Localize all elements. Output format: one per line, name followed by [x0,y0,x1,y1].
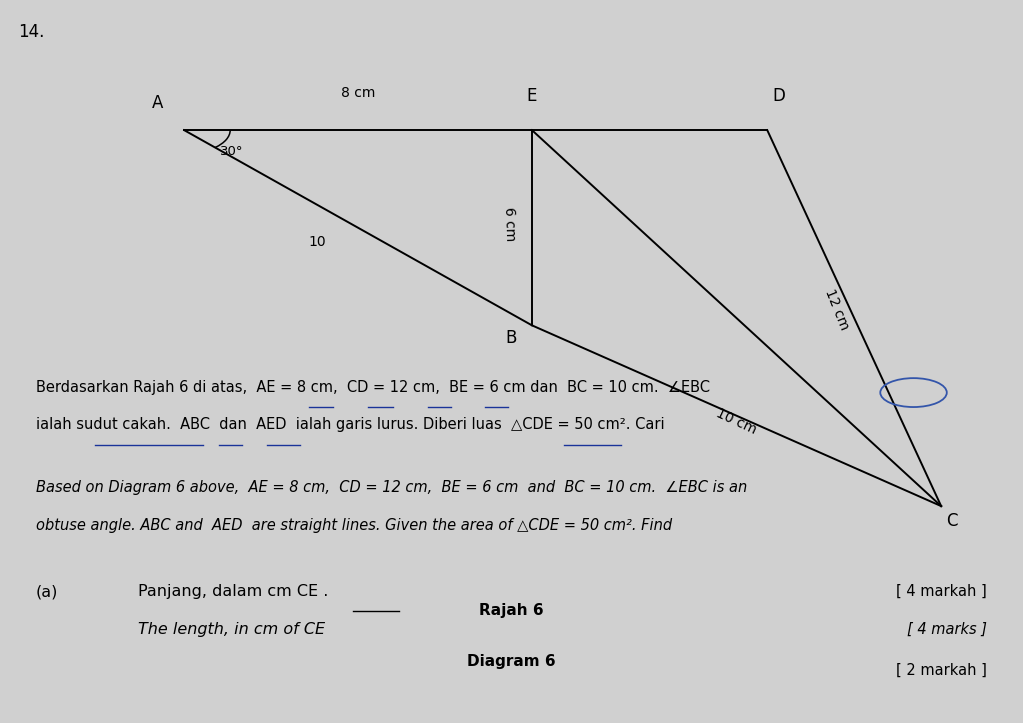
Text: obtuse angle. ABC and  AED  are straight lines. Given the area of △CDE = 50 cm².: obtuse angle. ABC and AED are straight l… [36,518,672,533]
Text: A: A [152,94,164,112]
Text: The length, in cm of CE: The length, in cm of CE [138,622,325,637]
Text: Based on Diagram 6 above,  AE = 8 cm,  CD = 12 cm,  BE = 6 cm  and  BC = 10 cm. : Based on Diagram 6 above, AE = 8 cm, CD … [36,480,747,495]
Text: 12 cm: 12 cm [822,287,851,332]
Text: D: D [772,87,786,105]
Text: E: E [527,87,537,105]
Text: ialah sudut cakah.  ABC  dan  AED  ialah garis lurus. Diberi luas  △CDE = 50 cm²: ialah sudut cakah. ABC dan AED ialah gar… [36,417,664,432]
Text: 10 cm: 10 cm [714,406,759,437]
Text: B: B [505,329,517,347]
Text: [ 4 markah ]: [ 4 markah ] [896,584,987,599]
Text: 10: 10 [308,235,326,249]
Text: Diagram 6: Diagram 6 [468,654,555,669]
Text: C: C [946,512,958,530]
Text: 6 cm: 6 cm [502,207,517,241]
Text: 30°: 30° [220,145,243,158]
Text: 14.: 14. [18,23,45,41]
Text: (a): (a) [36,584,58,599]
Text: [ 4 marks ]: [ 4 marks ] [907,622,987,637]
Text: Rajah 6: Rajah 6 [479,603,544,618]
Text: Berdasarkan Rajah 6 di atas,  AE = 8 cm,  CD = 12 cm,  BE = 6 cm dan  BC = 10 cm: Berdasarkan Rajah 6 di atas, AE = 8 cm, … [36,380,710,395]
Text: Panjang, dalam cm CE .: Panjang, dalam cm CE . [138,584,328,599]
Text: 8 cm: 8 cm [341,86,375,100]
Text: [ 2 markah ]: [ 2 markah ] [896,663,987,678]
